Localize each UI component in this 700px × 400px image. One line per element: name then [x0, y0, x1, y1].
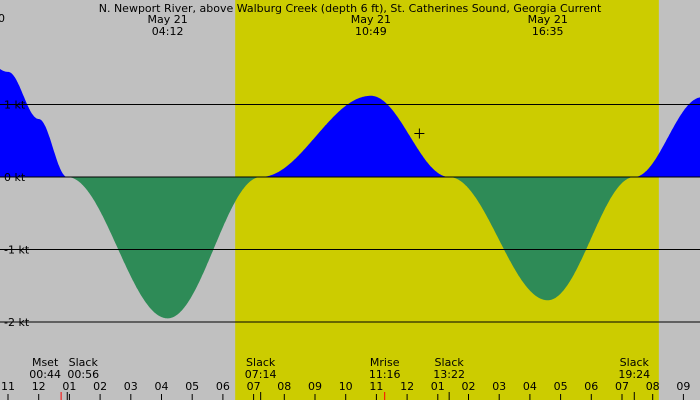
grid-lines	[0, 104, 700, 323]
x-tick-label: 12	[400, 380, 414, 393]
y-tick-label: 1 kt	[4, 99, 26, 112]
moon-time-0: 00:44	[29, 368, 61, 381]
flood-area-0	[0, 69, 67, 177]
current-areas	[0, 69, 700, 319]
slack-label-3: Slack	[246, 356, 276, 369]
x-tick-label: 09	[308, 380, 322, 393]
extreme-time-2: 16:35	[532, 25, 564, 38]
current-marker	[414, 128, 425, 139]
x-tick-label: 08	[277, 380, 291, 393]
x-tick-label: 07	[615, 380, 629, 393]
x-tick-label: 02	[93, 380, 107, 393]
moon-label-0: Mset	[32, 356, 59, 369]
corner-label: 0	[0, 12, 5, 25]
extreme-time-1: 10:49	[355, 25, 387, 38]
y-tick-label: -2 kt	[4, 316, 30, 329]
extreme-date-2: May 21	[528, 13, 568, 26]
chart-title: N. Newport River, above Walburg Creek (d…	[99, 2, 602, 15]
flood-area-4	[634, 97, 700, 177]
slack-time-2: 00:56	[67, 368, 99, 381]
x-tick-label: 11	[1, 380, 15, 393]
flood-area-2	[261, 95, 449, 177]
x-tick-label: 04	[155, 380, 169, 393]
slack-time-4: 13:22	[433, 368, 465, 381]
extreme-time-0: 04:12	[152, 25, 184, 38]
x-tick-label: 06	[216, 380, 230, 393]
extreme-date-1: May 21	[351, 13, 391, 26]
x-tick-label: 04	[523, 380, 537, 393]
moon-time-1: 11:16	[369, 368, 401, 381]
x-tick-label: 09	[676, 380, 690, 393]
x-tick-label: 12	[32, 380, 46, 393]
x-tick-label: 03	[124, 380, 138, 393]
x-tick-label: 06	[584, 380, 598, 393]
x-tick-label: 01	[62, 380, 76, 393]
y-tick-label: -1 kt	[4, 244, 30, 257]
slack-time-5: 19:24	[618, 368, 650, 381]
x-tick-label: 03	[492, 380, 506, 393]
x-tick-label: 07	[247, 380, 261, 393]
slack-label-2: Slack	[69, 356, 99, 369]
ebb-area-3	[449, 177, 634, 301]
x-tick-label: 05	[185, 380, 199, 393]
y-tick-label: 0 kt	[4, 171, 26, 184]
event-labels: Mset00:44Mrise11:16Slack00:56Slack07:14S…	[29, 356, 650, 400]
ebb-area-1	[67, 177, 261, 319]
y-tick-labels: 1 kt 0 kt -1 kt -2 kt	[4, 99, 30, 330]
slack-label-4: Slack	[435, 356, 465, 369]
x-tick-label: 05	[554, 380, 568, 393]
slack-label-5: Slack	[620, 356, 650, 369]
x-tick-labels: 11 12 01 02 03 04 05 06 07 08 09 10 11 12 01 02 03 04 05 06…	[1, 380, 690, 400]
x-tick-label: 01	[431, 380, 445, 393]
x-tick-label: 11	[369, 380, 383, 393]
extreme-date-0: May 21	[148, 13, 188, 26]
moon-label-1: Mrise	[370, 356, 400, 369]
x-tick-label: 08	[646, 380, 660, 393]
slack-time-3: 07:14	[245, 368, 277, 381]
x-tick-label: 10	[339, 380, 353, 393]
x-tick-label: 02	[462, 380, 476, 393]
